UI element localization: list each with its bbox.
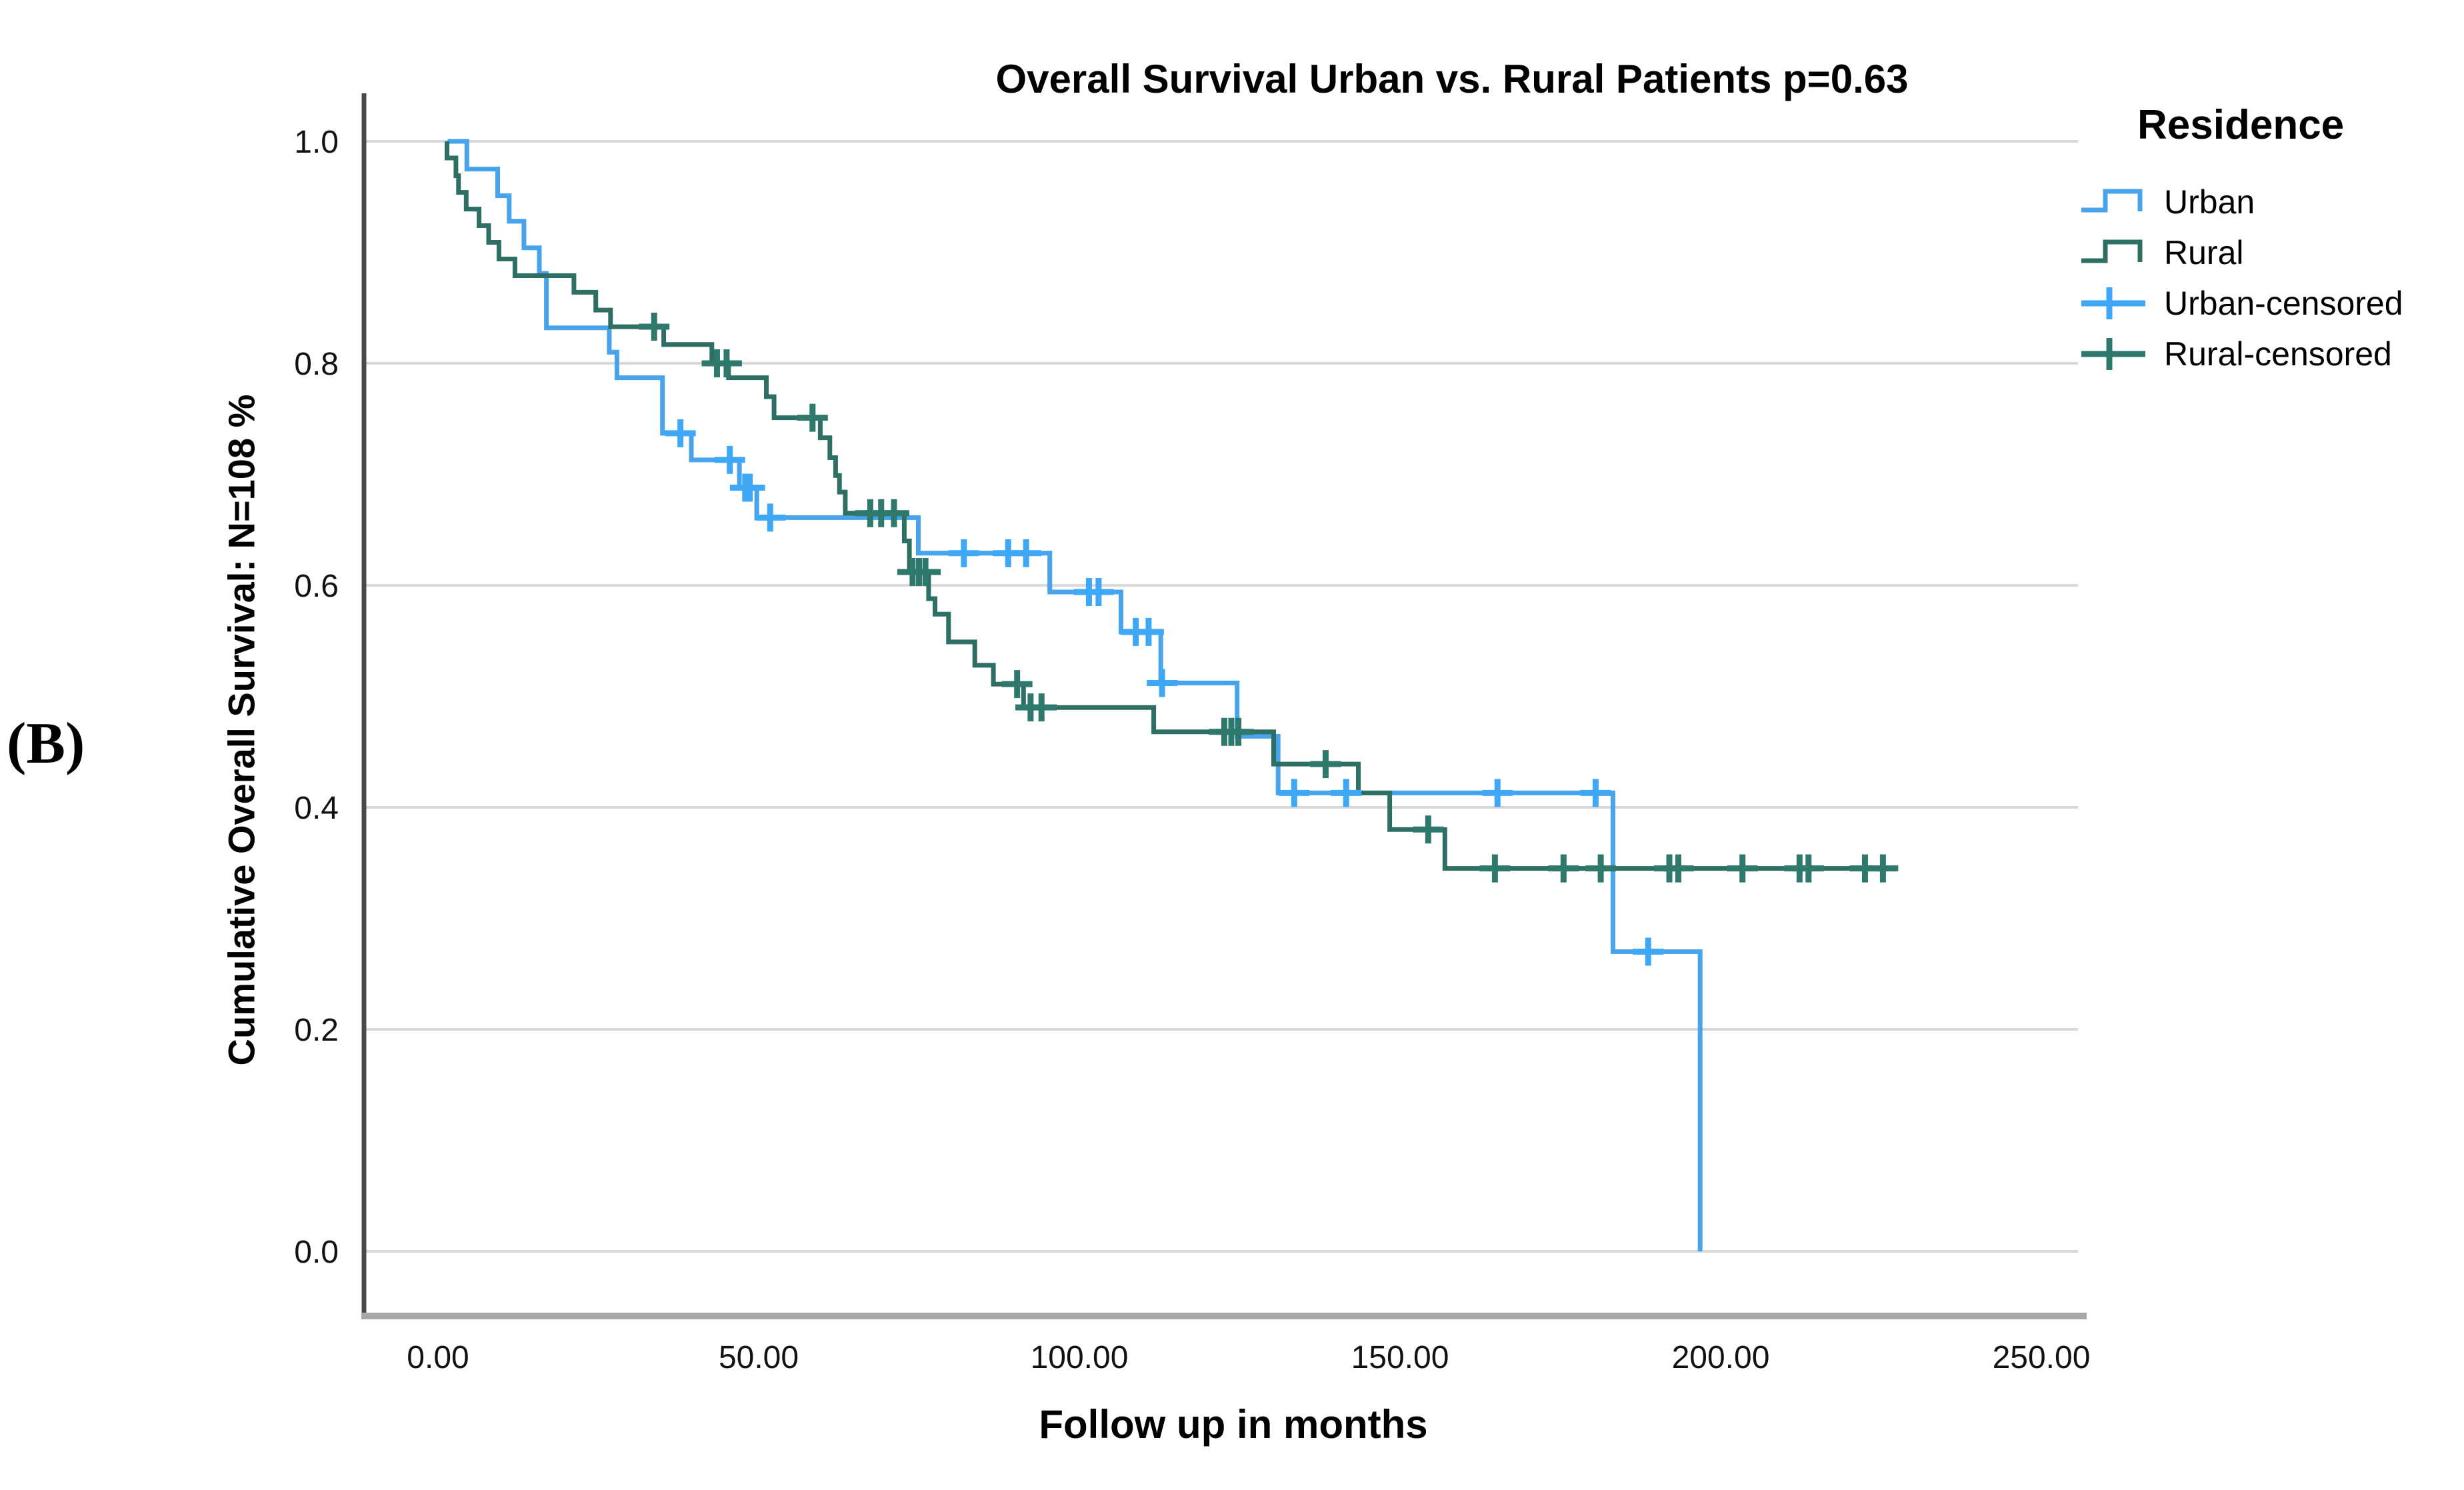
urban-censored-mark bbox=[1482, 779, 1513, 807]
urban-survival-curve bbox=[447, 139, 1703, 1251]
rural-censored-mark bbox=[1793, 854, 1824, 883]
rural-censored-mark bbox=[711, 349, 742, 377]
panel-label: (B) bbox=[7, 711, 85, 776]
rural-censored-mark bbox=[1310, 750, 1341, 779]
x-tick-label-200.00: 200.00 bbox=[1672, 1340, 1770, 1375]
y-tick-label-0.6: 0.6 bbox=[294, 569, 339, 604]
x-tick-label-150.00: 150.00 bbox=[1351, 1340, 1449, 1375]
urban-censored-mark bbox=[1279, 779, 1310, 807]
rural-censored-mark bbox=[1548, 854, 1579, 883]
rural-censored-mark bbox=[1867, 854, 1899, 883]
legend-label: Urban bbox=[2164, 183, 2255, 221]
rural-censored-mark bbox=[878, 499, 909, 527]
urban-censored-mark bbox=[1580, 779, 1611, 807]
rural-censored-mark bbox=[1663, 854, 1694, 883]
urban-censored-mark bbox=[1633, 937, 1664, 966]
urban-censored-mark bbox=[948, 539, 979, 567]
urban-censored-mark bbox=[665, 419, 696, 447]
rural-censored-mark bbox=[639, 313, 670, 341]
y-tick-label-0.8: 0.8 bbox=[294, 347, 339, 382]
urban-censored-mark bbox=[714, 445, 745, 474]
legend-item-urban-censored: Urban-censored bbox=[2079, 278, 2464, 329]
legend-item-urban: Urban bbox=[2079, 177, 2464, 227]
x-axis-label: Follow up in months bbox=[1039, 1402, 1428, 1447]
rural-censored-mark bbox=[1585, 854, 1617, 883]
y-tick-label-0.2: 0.2 bbox=[294, 1013, 339, 1048]
rural-censored-plus-icon bbox=[2081, 338, 2145, 370]
rural-censored-mark bbox=[1413, 815, 1444, 844]
x-tick-label-100.00: 100.00 bbox=[1031, 1340, 1129, 1375]
legend: Residence Urban Rural Urban-censored Rur… bbox=[2079, 101, 2464, 379]
urban-censored-mark bbox=[1331, 779, 1362, 807]
rural-step-line-icon bbox=[2081, 239, 2143, 263]
urban-censored-mark bbox=[1133, 617, 1164, 646]
legend-label: Rural-censored bbox=[2164, 335, 2392, 373]
rural-censored-mark bbox=[1223, 717, 1254, 746]
urban-censored-mark bbox=[1147, 669, 1178, 697]
x-tick-label-250.00: 250.00 bbox=[1993, 1340, 2091, 1375]
rural-censored-mark bbox=[1479, 854, 1511, 883]
rural-censored-mark bbox=[1026, 693, 1057, 722]
y-tick-label-0.4: 0.4 bbox=[294, 791, 339, 826]
legend-item-rural-censored: Rural-censored bbox=[2079, 329, 2464, 379]
x-tick-label-50.00: 50.00 bbox=[719, 1340, 799, 1375]
legend-item-rural: Rural bbox=[2079, 227, 2464, 278]
rural-censored-mark bbox=[1727, 854, 1758, 883]
legend-title: Residence bbox=[2137, 102, 2345, 148]
urban-step-line-icon bbox=[2081, 189, 2143, 213]
urban-censored-mark bbox=[1011, 539, 1042, 567]
y-tick-label-1.0: 1.0 bbox=[294, 125, 339, 160]
legend-label: Urban-censored bbox=[2164, 285, 2403, 322]
rural-censored-mark bbox=[797, 403, 828, 432]
rural-survival-curve bbox=[445, 141, 1897, 871]
y-tick-label-0.0: 0.0 bbox=[294, 1235, 339, 1270]
chart-title: Overall Survival Urban vs. Rural Patient… bbox=[995, 57, 1909, 101]
rural-censored-mark bbox=[1001, 670, 1033, 699]
x-tick-label-0.00: 0.00 bbox=[407, 1340, 469, 1375]
urban-censored-mark bbox=[734, 473, 765, 502]
urban-censored-mark bbox=[755, 503, 786, 532]
urban-censored-mark bbox=[1083, 577, 1114, 606]
urban-censored-plus-icon bbox=[2081, 287, 2145, 319]
legend-label: Rural bbox=[2164, 234, 2244, 271]
rural-censored-mark bbox=[910, 558, 941, 587]
